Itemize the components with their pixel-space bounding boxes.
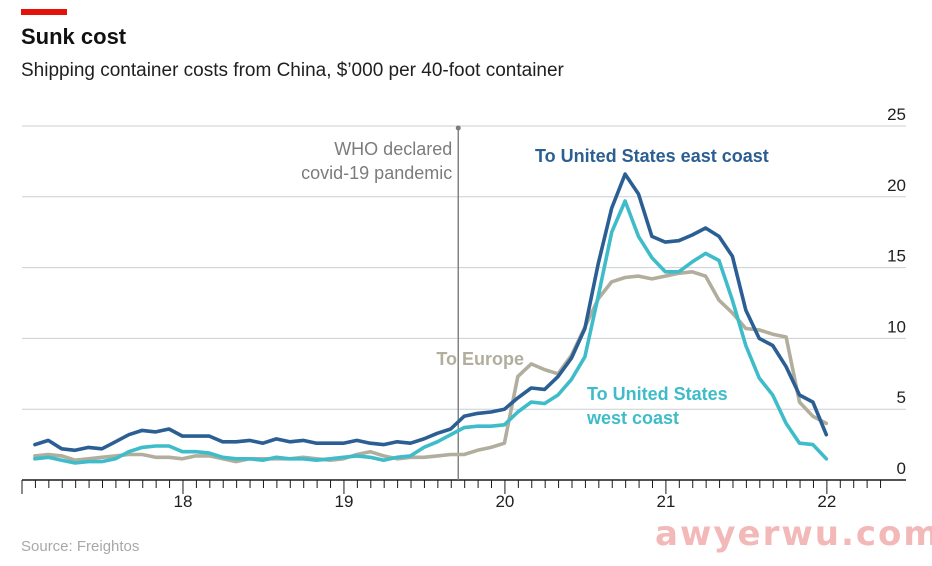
- source-note: Source: Freightos: [21, 538, 139, 555]
- annotation-label-line-2: covid-19 pandemic: [301, 163, 452, 183]
- x-tick-label-20: 20: [495, 492, 514, 511]
- series-label-to-europe-1: To Europe: [436, 349, 524, 369]
- annotation-dot: [456, 126, 461, 131]
- series-label-to-united-states-west-coast-1: To United States: [587, 384, 728, 404]
- x-tick-label-19: 19: [334, 492, 353, 511]
- x-tick-label-21: 21: [656, 492, 675, 511]
- annotation-label-line-1: WHO declared: [334, 139, 452, 159]
- series-label-to-united-states-west-coast-2: west coast: [586, 408, 679, 428]
- x-tick-label-22: 22: [817, 492, 836, 511]
- y-tick-label-10: 10: [887, 317, 906, 336]
- watermark-text: awyerwu.com: [655, 514, 932, 554]
- y-tick-label-0: 0: [897, 459, 906, 478]
- line-chart: 0 5 10 15 20 25 18 19 20 21 22 WHO declared covid-19…: [0, 0, 932, 566]
- y-tick-label-5: 5: [897, 388, 906, 407]
- y-tick-label-25: 25: [887, 105, 906, 124]
- y-tick-label-20: 20: [887, 176, 906, 195]
- series-label-to-united-states-east-coast-1: To United States east coast: [535, 146, 769, 166]
- x-tick-label-18: 18: [174, 492, 193, 511]
- y-tick-label-15: 15: [887, 247, 906, 266]
- series-line-to-united-states-west-coast: [35, 201, 826, 463]
